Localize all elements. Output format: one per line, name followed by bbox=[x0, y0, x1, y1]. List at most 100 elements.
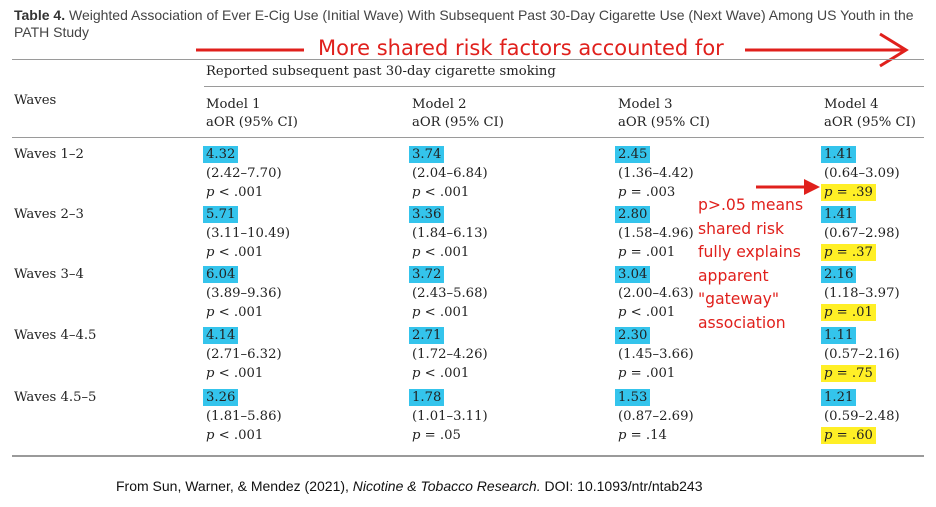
aor-value: 3.26 bbox=[203, 389, 239, 406]
confidence-interval: (1.72–4.26) bbox=[412, 347, 488, 362]
confidence-interval: (2.04–6.84) bbox=[412, 166, 488, 181]
p-symbol: p bbox=[206, 428, 215, 443]
p-symbol: p bbox=[824, 305, 833, 320]
p-symbol: p bbox=[412, 245, 421, 260]
p-value: p < .001 bbox=[206, 365, 263, 382]
p-value: p < .001 bbox=[206, 427, 263, 444]
confidence-interval: (2.00–4.63) bbox=[618, 286, 694, 301]
p-symbol: p bbox=[824, 245, 833, 260]
p-comparison: = .05 bbox=[424, 428, 461, 443]
p-value: p = .05 bbox=[412, 427, 461, 444]
aor-estimate: 3.36 bbox=[409, 206, 445, 223]
confidence-interval: (1.45–3.66) bbox=[618, 347, 694, 362]
p-value-text: p = .001 bbox=[618, 366, 675, 381]
aor-value: 6.04 bbox=[203, 266, 239, 283]
p-value-text: p = .05 bbox=[412, 428, 461, 443]
p-value: p < .001 bbox=[618, 304, 675, 321]
p-value: p = .37 bbox=[821, 244, 876, 261]
aor-estimate: 5.71 bbox=[203, 206, 239, 223]
p-value-text: p = .14 bbox=[618, 428, 667, 443]
row-waves-label: Waves 3–4 bbox=[14, 267, 84, 282]
confidence-interval: (3.11–10.49) bbox=[206, 226, 290, 241]
confidence-interval: (1.81–5.86) bbox=[206, 409, 282, 424]
confidence-interval: (1.58–4.96) bbox=[618, 226, 694, 241]
p-value-text: p < .001 bbox=[412, 305, 469, 320]
p-value: p < .001 bbox=[412, 244, 469, 261]
confidence-interval: (2.43–5.68) bbox=[412, 286, 488, 301]
confidence-interval: (2.42–7.70) bbox=[206, 166, 282, 181]
p-value: p < .001 bbox=[412, 365, 469, 382]
p-value: p < .001 bbox=[412, 304, 469, 321]
aor-estimate: 6.04 bbox=[203, 266, 239, 283]
aor-estimate: 3.72 bbox=[409, 266, 445, 283]
confidence-interval: (3.89–9.36) bbox=[206, 286, 282, 301]
aor-value: 4.32 bbox=[203, 146, 239, 163]
aor-value: 3.36 bbox=[409, 206, 445, 223]
aor-value: 2.30 bbox=[615, 327, 651, 344]
p-value-text: p < .001 bbox=[206, 185, 263, 200]
side-note-line: p>.05 means bbox=[698, 196, 804, 214]
aor-value: 5.71 bbox=[203, 206, 239, 223]
model-header-stat: aOR (95% CI) bbox=[412, 115, 504, 130]
source-citation: From Sun, Warner, & Mendez (2021), Nicot… bbox=[116, 478, 703, 494]
aor-estimate: 1.78 bbox=[409, 389, 445, 406]
aor-value: 2.16 bbox=[821, 266, 857, 283]
confidence-interval: (0.59–2.48) bbox=[824, 409, 900, 424]
p-symbol: p bbox=[618, 428, 627, 443]
p-comparison: < .001 bbox=[218, 428, 264, 443]
citation-prefix: From Sun, Warner, & Mendez (2021), bbox=[116, 478, 353, 494]
p-comparison: = .37 bbox=[836, 245, 873, 260]
p-value-text: p = .39 bbox=[821, 184, 876, 201]
p-comparison: < .001 bbox=[424, 305, 470, 320]
p-value: p = .01 bbox=[821, 304, 876, 321]
confidence-interval: (1.18–3.97) bbox=[824, 286, 900, 301]
p-symbol: p bbox=[824, 185, 833, 200]
p-value: p < .001 bbox=[412, 184, 469, 201]
confidence-interval: (1.84–6.13) bbox=[412, 226, 488, 241]
aor-value: 2.80 bbox=[615, 206, 651, 223]
aor-estimate: 4.14 bbox=[203, 327, 239, 344]
p-comparison: = .39 bbox=[836, 185, 873, 200]
p-symbol: p bbox=[206, 366, 215, 381]
aor-value: 1.53 bbox=[615, 389, 651, 406]
aor-value: 1.41 bbox=[821, 146, 857, 163]
p-value-text: p = .60 bbox=[821, 427, 876, 444]
model-header-stat: aOR (95% CI) bbox=[824, 115, 916, 130]
p-symbol: p bbox=[824, 428, 833, 443]
annotation-header: More shared risk factors accounted for bbox=[318, 36, 724, 60]
confidence-interval: (0.87–2.69) bbox=[618, 409, 694, 424]
confidence-interval: (1.36–4.42) bbox=[618, 166, 694, 181]
aor-estimate: 4.32 bbox=[203, 146, 239, 163]
aor-value: 1.41 bbox=[821, 206, 857, 223]
model-header-name: Model 2 bbox=[412, 97, 467, 112]
side-note-line: "gateway" bbox=[698, 290, 780, 308]
side-note: p>.05 means shared risk fully explains appa… bbox=[698, 194, 818, 335]
spanner-heading: Reported subsequent past 30-day cigarett… bbox=[206, 64, 556, 79]
row-waves-label: Waves 1–2 bbox=[14, 147, 84, 162]
p-symbol: p bbox=[412, 428, 421, 443]
p-value-text: p < .001 bbox=[412, 366, 469, 381]
note-arrow-head bbox=[804, 179, 820, 195]
aor-value: 3.74 bbox=[409, 146, 445, 163]
p-symbol: p bbox=[824, 366, 833, 381]
p-value-text: p = .003 bbox=[618, 185, 675, 200]
p-symbol: p bbox=[206, 245, 215, 260]
confidence-interval: (0.57–2.16) bbox=[824, 347, 900, 362]
p-comparison: < .001 bbox=[218, 185, 264, 200]
p-comparison: < .001 bbox=[218, 305, 264, 320]
side-note-line: apparent bbox=[698, 266, 769, 285]
aor-value: 4.14 bbox=[203, 327, 239, 344]
confidence-interval: (0.67–2.98) bbox=[824, 226, 900, 241]
p-comparison: = .75 bbox=[836, 366, 873, 381]
p-symbol: p bbox=[618, 185, 627, 200]
confidence-interval: (1.01–3.11) bbox=[412, 409, 488, 424]
aor-value: 3.72 bbox=[409, 266, 445, 283]
p-comparison: < .001 bbox=[424, 366, 470, 381]
spanner-rule bbox=[204, 86, 924, 87]
aor-value: 2.45 bbox=[615, 146, 651, 163]
aor-value: 1.78 bbox=[409, 389, 445, 406]
p-comparison: = .001 bbox=[630, 245, 676, 260]
aor-estimate: 2.71 bbox=[409, 327, 445, 344]
aor-estimate: 3.04 bbox=[615, 266, 651, 283]
